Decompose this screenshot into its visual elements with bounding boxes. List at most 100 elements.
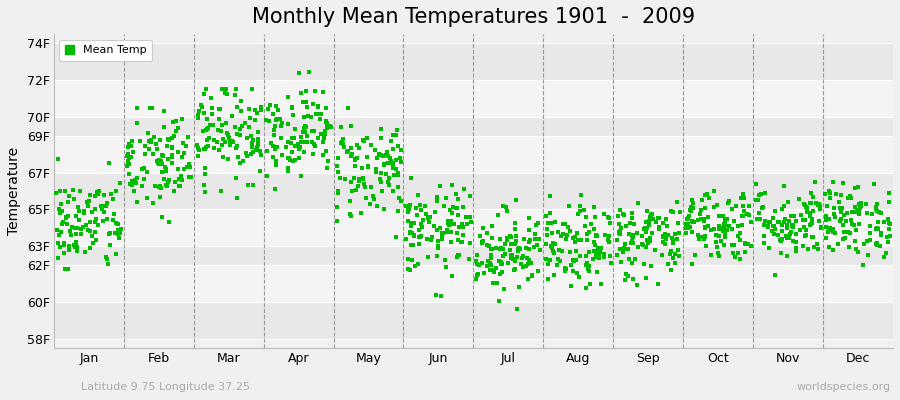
Point xyxy=(309,111,323,117)
Point xyxy=(494,269,508,276)
Point xyxy=(738,240,752,246)
Point xyxy=(557,264,572,271)
Point xyxy=(862,237,877,244)
Point xyxy=(548,240,562,247)
Point xyxy=(133,138,148,144)
Point xyxy=(803,210,817,217)
Point xyxy=(405,230,419,236)
Point xyxy=(681,213,696,219)
Point xyxy=(865,211,879,217)
Point xyxy=(464,219,478,226)
Point xyxy=(270,106,284,113)
Point xyxy=(216,154,230,160)
Point xyxy=(122,155,136,162)
Point xyxy=(239,134,254,141)
Point xyxy=(217,90,231,96)
Point xyxy=(320,122,334,128)
Point xyxy=(880,234,895,240)
Point xyxy=(630,282,644,288)
Point xyxy=(386,132,400,138)
Point xyxy=(814,225,828,232)
Point xyxy=(194,104,209,110)
Point xyxy=(768,226,782,232)
Point xyxy=(294,139,309,145)
Point xyxy=(642,222,656,229)
Point xyxy=(440,227,454,233)
Point xyxy=(158,108,172,114)
Point xyxy=(572,274,586,280)
Point xyxy=(562,203,576,210)
Point xyxy=(755,205,770,212)
Point xyxy=(50,255,65,261)
Point xyxy=(344,123,358,129)
Point xyxy=(156,152,170,159)
Point xyxy=(352,145,366,152)
Point xyxy=(175,177,189,183)
Point xyxy=(854,203,868,209)
Point xyxy=(709,231,724,238)
Point xyxy=(109,188,123,194)
Point xyxy=(95,205,110,211)
Point xyxy=(345,188,359,194)
Point xyxy=(384,138,399,144)
Point xyxy=(220,130,234,136)
Point xyxy=(393,155,408,162)
Point xyxy=(400,265,415,272)
Point xyxy=(504,252,518,258)
Point xyxy=(570,230,584,236)
Point xyxy=(270,144,284,150)
Point xyxy=(175,116,189,122)
Point xyxy=(286,111,301,118)
Point xyxy=(316,139,330,145)
Point xyxy=(555,231,570,237)
Point xyxy=(841,229,855,236)
Point xyxy=(225,139,239,145)
Point xyxy=(329,218,344,225)
Point xyxy=(151,157,166,163)
Point xyxy=(662,260,676,267)
Point xyxy=(218,139,232,146)
Point xyxy=(399,236,413,242)
Point xyxy=(455,239,470,246)
Point xyxy=(491,298,506,304)
Point xyxy=(292,155,306,162)
Point xyxy=(361,163,375,169)
Point xyxy=(716,228,730,234)
Point xyxy=(668,251,682,257)
Point xyxy=(573,237,588,243)
Point xyxy=(268,117,283,124)
Point xyxy=(452,224,466,230)
Point xyxy=(698,225,712,232)
Point xyxy=(757,233,771,240)
Point xyxy=(393,147,408,153)
Point xyxy=(248,117,262,123)
Point xyxy=(628,256,643,262)
Point xyxy=(379,170,393,177)
Point xyxy=(474,260,489,266)
Point xyxy=(680,216,694,222)
Point xyxy=(593,245,608,251)
Point xyxy=(202,135,217,142)
Point xyxy=(223,140,238,146)
Point xyxy=(300,104,314,110)
Point xyxy=(640,237,654,243)
Point xyxy=(168,118,183,124)
Point xyxy=(720,227,734,233)
Point xyxy=(311,104,326,110)
Point xyxy=(762,245,777,252)
Point xyxy=(159,181,174,188)
Point xyxy=(626,238,640,244)
Point xyxy=(822,216,836,222)
Point xyxy=(617,241,632,247)
Point xyxy=(827,205,842,211)
Point xyxy=(737,241,751,248)
Point xyxy=(418,211,433,218)
Point xyxy=(818,217,832,223)
Point xyxy=(52,188,67,194)
Point xyxy=(452,252,466,258)
Point xyxy=(813,206,827,212)
Point xyxy=(214,86,229,93)
Point xyxy=(241,182,256,189)
Point xyxy=(158,164,172,170)
Point xyxy=(386,187,400,194)
